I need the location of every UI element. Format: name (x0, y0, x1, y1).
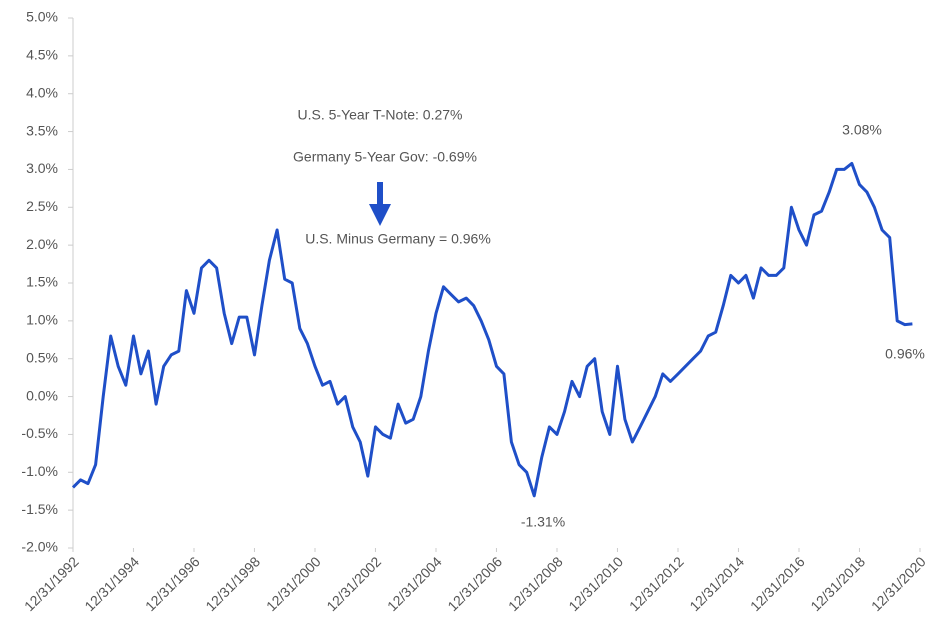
x-tick-label: 12/31/2018 (807, 553, 868, 614)
x-tick-label: 12/31/2000 (263, 553, 324, 614)
y-tick-label: 3.5% (26, 122, 58, 138)
y-tick-label: 0.5% (26, 349, 58, 365)
x-tick-label: 12/31/2002 (323, 553, 384, 614)
y-tick-label: -0.5% (21, 425, 58, 441)
x-tick-label: 12/31/2008 (505, 553, 566, 614)
x-tick-label: 12/31/1994 (81, 553, 142, 614)
y-tick-label: 2.5% (26, 198, 58, 214)
x-tick-label: 12/31/2004 (384, 553, 445, 614)
x-tick-label: 12/31/2006 (444, 553, 505, 614)
x-tick-label: 12/31/2012 (626, 553, 687, 614)
y-tick-label: 5.0% (26, 9, 58, 25)
x-tick-label: 12/31/2014 (686, 553, 747, 614)
x-tick-label: 12/31/1992 (21, 553, 82, 614)
y-tick-label: -2.0% (21, 539, 58, 555)
x-tick-label: 12/31/1996 (142, 553, 203, 614)
annotation: U.S. Minus Germany = 0.96% (305, 231, 491, 247)
y-tick-label: 1.5% (26, 274, 58, 290)
y-tick-label: 4.5% (26, 47, 58, 63)
x-tick-label: 12/31/1998 (202, 553, 263, 614)
x-tick-label: 12/31/2010 (565, 553, 626, 614)
y-tick-label: -1.5% (21, 501, 58, 517)
y-tick-label: 3.0% (26, 160, 58, 176)
line-series (71, 161, 913, 498)
arrow (369, 182, 391, 226)
y-tick-label: 2.0% (26, 236, 58, 252)
y-tick-label: -1.0% (21, 463, 58, 479)
y-tick-label: 4.0% (26, 84, 58, 100)
y-tick-label: 1.0% (26, 312, 58, 328)
annotation: 3.08% (842, 122, 882, 138)
y-tick-label: 0.0% (26, 387, 58, 403)
annotation: -1.31% (521, 514, 565, 530)
annotation: Germany 5-Year Gov: -0.69% (293, 149, 477, 165)
annotation: 0.96% (885, 346, 925, 362)
x-tick-label: 12/31/2020 (868, 553, 929, 614)
x-tick-label: 12/31/2016 (747, 553, 808, 614)
annotation: U.S. 5-Year T-Note: 0.27% (298, 107, 463, 123)
